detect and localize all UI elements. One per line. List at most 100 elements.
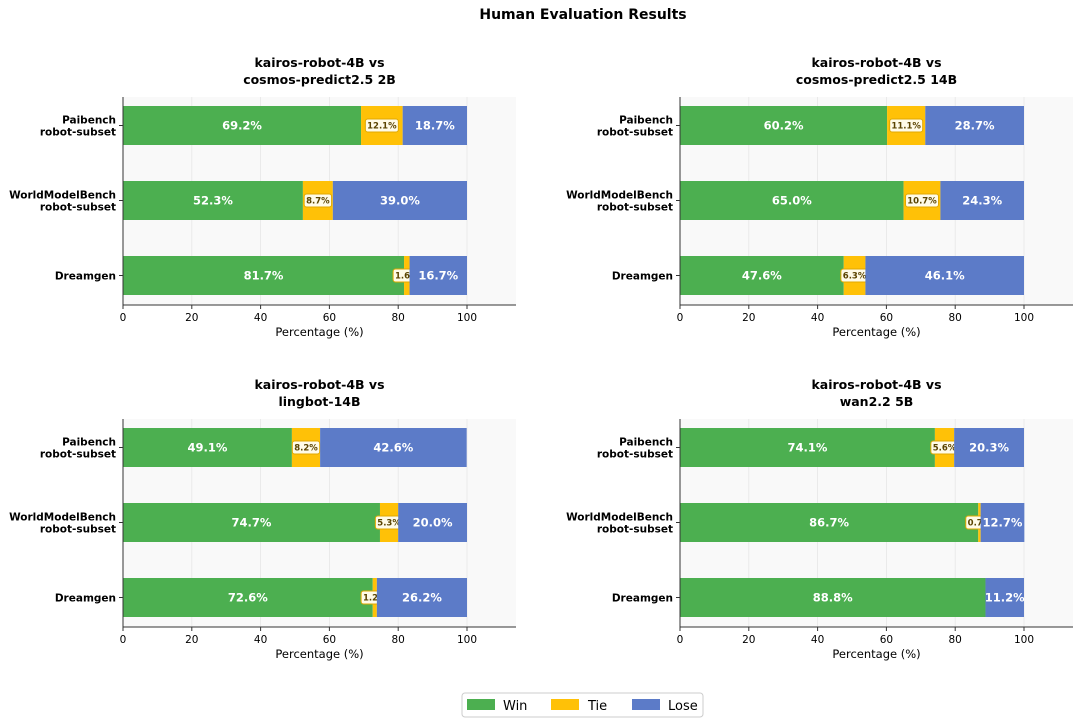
bar-win — [680, 503, 979, 542]
data-label-tie: 10.7% — [907, 197, 937, 207]
data-label-lose: 20.0% — [413, 516, 453, 530]
data-label-lose: 24.3% — [962, 194, 1002, 208]
category-label: WorldModelBench — [9, 190, 116, 202]
x-tick-label: 40 — [254, 634, 267, 646]
data-label-tie: 8.2% — [294, 444, 318, 454]
x-tick-label: 20 — [185, 312, 198, 324]
category-label: robot-subset — [597, 127, 673, 139]
chart-panel: kairos-robot-4B vs lingbot-14B 49.1% 8.2% 42… — [9, 377, 516, 661]
bar-lose — [402, 106, 467, 145]
x-tick-label: 0 — [120, 634, 127, 646]
legend-frame — [461, 692, 704, 718]
data-label-lose: 28.7% — [955, 119, 995, 133]
data-label-lose: 46.1% — [925, 269, 965, 283]
category-label: WorldModelBench — [566, 190, 673, 202]
x-tick-label: 80 — [949, 312, 962, 324]
bar-win — [680, 181, 904, 220]
bar-win — [123, 256, 405, 295]
panel-title: cosmos-predict2.5 2B — [243, 72, 396, 87]
data-label-lose: 42.6% — [373, 441, 413, 455]
chart-panel: kairos-robot-4B vs wan2.2 5B 74.1% 5.6% 20.3… — [566, 377, 1073, 661]
data-label-lose: 26.2% — [402, 591, 442, 605]
bar-win — [123, 106, 362, 145]
category-label: robot-subset — [40, 202, 116, 214]
category-label: Paibench — [62, 115, 116, 127]
data-label-win: 74.7% — [232, 516, 272, 530]
category-label: robot-subset — [597, 449, 673, 461]
data-label-win: 60.2% — [764, 119, 804, 133]
panel-title: kairos-robot-4B vs — [254, 377, 384, 392]
x-tick-label: 40 — [254, 312, 267, 324]
category-label: robot-subset — [40, 127, 116, 139]
bar-lose — [332, 181, 467, 220]
data-label-tie: 12.1% — [367, 122, 397, 132]
data-label-win: 49.1% — [187, 441, 227, 455]
panel-title: kairos-robot-4B vs — [254, 55, 384, 70]
data-label-win: 86.7% — [809, 516, 849, 530]
category-label: robot-subset — [40, 449, 116, 461]
legend: Win Tie Lose — [461, 692, 704, 718]
category-label: WorldModelBench — [566, 512, 673, 524]
bar-win — [123, 428, 292, 467]
data-label-win: 72.6% — [228, 591, 268, 605]
x-tick-label: 80 — [392, 312, 405, 324]
category-label: Paibench — [62, 437, 116, 449]
panel-title: kairos-robot-4B vs — [811, 55, 941, 70]
legend-label-tie: Tie — [587, 699, 607, 714]
x-tick-label: 100 — [457, 312, 477, 324]
data-label-tie: 1.6% — [395, 272, 419, 282]
x-tick-label: 100 — [457, 634, 477, 646]
legend-swatch-win — [467, 699, 495, 710]
bar-lose — [398, 503, 467, 542]
x-tick-label: 100 — [1014, 634, 1034, 646]
bar-lose — [376, 578, 467, 617]
tie-label-box — [364, 118, 399, 133]
data-label-win: 81.7% — [244, 269, 284, 283]
bar-lose — [409, 256, 467, 295]
tie-label-box — [303, 193, 333, 208]
bar-lose — [954, 428, 1024, 467]
category-label: Dreamgen — [612, 593, 673, 605]
x-axis-label: Percentage (%) — [832, 647, 920, 661]
x-tick-label: 20 — [185, 634, 198, 646]
panel-title: lingbot-14B — [278, 394, 360, 409]
category-label: Dreamgen — [55, 593, 116, 605]
legend-label-lose: Lose — [668, 699, 698, 714]
x-tick-label: 60 — [323, 634, 336, 646]
data-label-lose: 18.7% — [415, 119, 455, 133]
x-tick-label: 0 — [120, 312, 127, 324]
data-label-tie: 5.3% — [377, 519, 401, 529]
data-label-tie: 8.7% — [306, 197, 330, 207]
panel-title: wan2.2 5B — [840, 394, 914, 409]
data-label-win: 52.3% — [193, 194, 233, 208]
tie-label-box — [905, 193, 940, 208]
chart-panel: kairos-robot-4B vs cosmos-predict2.5 2B 69… — [9, 55, 516, 339]
category-label: WorldModelBench — [9, 512, 116, 524]
x-axis-label: Percentage (%) — [275, 325, 363, 339]
bar-win — [680, 106, 888, 145]
x-tick-label: 60 — [880, 634, 893, 646]
bar-lose — [985, 578, 1024, 617]
legend-label-win: Win — [503, 699, 527, 714]
bar-win — [680, 256, 844, 295]
bar-lose — [925, 106, 1024, 145]
x-tick-label: 0 — [677, 634, 684, 646]
data-label-tie: 5.6% — [933, 444, 957, 454]
data-label-win: 69.2% — [222, 119, 262, 133]
category-label: robot-subset — [597, 524, 673, 536]
chart-panels: kairos-robot-4B vs cosmos-predict2.5 2B 69… — [9, 55, 1073, 661]
x-tick-label: 20 — [742, 634, 755, 646]
bar-lose — [865, 256, 1024, 295]
data-label-win: 65.0% — [772, 194, 812, 208]
data-label-tie: 0.7% — [968, 519, 992, 529]
data-label-tie: 1.2% — [363, 594, 387, 604]
data-label-win: 47.6% — [742, 269, 782, 283]
x-tick-label: 80 — [392, 634, 405, 646]
x-tick-label: 40 — [811, 312, 824, 324]
data-label-lose: 11.2% — [985, 591, 1025, 605]
legend-swatch-tie — [551, 699, 579, 710]
data-label-win: 88.8% — [813, 591, 853, 605]
bar-lose — [320, 428, 467, 467]
category-label: Dreamgen — [612, 271, 673, 283]
